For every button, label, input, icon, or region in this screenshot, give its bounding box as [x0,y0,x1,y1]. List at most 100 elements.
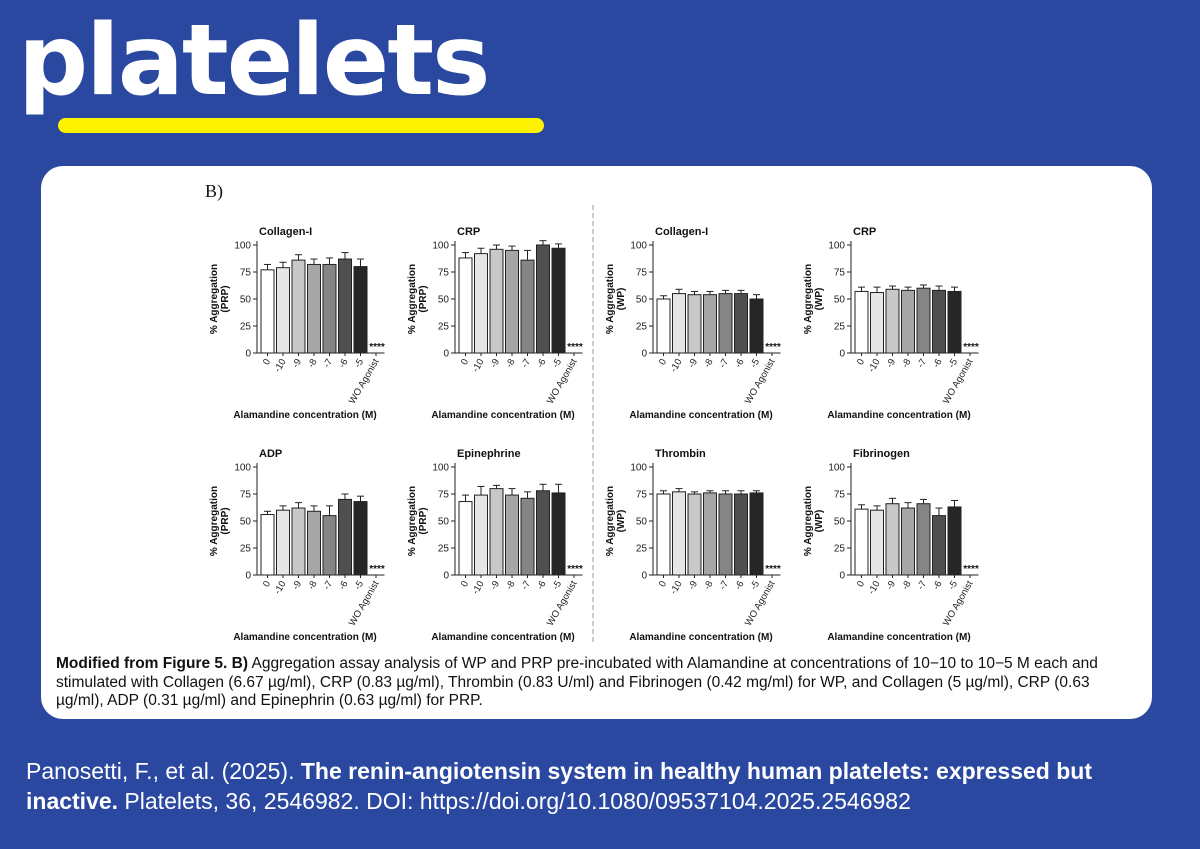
bar [489,248,504,354]
y-tick-label: 100 [432,241,449,252]
bar [276,267,290,354]
y-tick-label: 25 [834,322,846,333]
y-tick-label: 0 [443,571,449,582]
x-tick-label: -6 [535,579,549,592]
bar [458,257,473,354]
chart-title: Epinephrine [457,448,521,460]
chart-panel: Epinephrine 0 25 50 75 100 % Aggregation(PRP) 0… [407,448,583,643]
y-axis-label: % Aggregation(WP) [605,264,627,334]
caption-text: Aggregation assay analysis of WP and PRP… [56,655,1098,709]
y-tick-label: 25 [438,322,450,333]
y-axis-label: % Aggregation(PRP) [407,264,429,334]
x-tick-label: -9 [488,579,502,592]
x-tick-label: 0 [261,579,273,589]
x-tick-label: -9 [686,579,700,592]
x-axis-label: Alamandine concentration (M) [827,410,970,421]
x-tick-label: -10 [668,579,684,596]
bar [474,253,488,354]
bar [932,289,946,354]
x-tick-label: -6 [337,579,351,592]
x-tick-label: -5 [748,579,762,592]
chart-title: Thrombin [655,448,706,460]
bar [353,266,368,354]
chart-title: Fibrinogen [853,448,910,460]
y-tick-label: 25 [636,322,648,333]
x-tick-label: -6 [733,357,747,370]
x-axis-label: Alamandine concentration (M) [827,632,970,643]
x-tick-label: -6 [733,579,747,592]
y-tick-label: 0 [839,349,845,360]
significance-annotation: **** [369,342,385,353]
y-tick-label: 0 [443,349,449,360]
significance-annotation: **** [765,342,781,353]
y-axis-label: % Aggregation(PRP) [209,264,231,334]
x-tick-label: -8 [504,579,518,592]
x-tick-label: -5 [946,579,960,592]
x-axis-label: Alamandine concentration (M) [629,410,772,421]
bar [687,294,702,354]
bar [656,493,671,576]
bar [353,501,368,576]
y-tick-label: 100 [234,241,251,252]
significance-annotation: **** [567,342,583,353]
x-tick-label: -10 [470,357,486,374]
y-tick-label: 0 [245,349,251,360]
x-tick-label: -5 [352,357,366,370]
bar [291,259,306,354]
x-tick-label: 0 [657,357,669,367]
x-tick-label: -9 [884,357,898,370]
y-tick-label: 25 [438,544,450,555]
y-tick-label: 50 [240,517,252,528]
x-tick-label: -5 [748,357,762,370]
y-tick-label: 25 [834,544,846,555]
bar [656,298,671,354]
bar [687,493,702,576]
y-tick-label: 75 [636,490,648,501]
bar [734,293,748,354]
x-tick-label: -8 [306,357,320,370]
significance-annotation: **** [567,564,583,575]
x-tick-label: -8 [306,579,320,592]
y-tick-label: 75 [240,268,252,279]
bar [551,492,566,576]
y-tick-label: 75 [636,268,648,279]
bar [703,492,717,576]
y-tick-label: 0 [245,571,251,582]
bar [718,493,733,576]
y-tick-label: 50 [438,517,450,528]
y-tick-label: 75 [834,268,846,279]
bar [885,503,900,576]
y-axis-label: % Aggregation(WP) [605,486,627,556]
x-tick-label: -7 [915,357,929,370]
x-tick-label: -10 [668,357,684,374]
y-tick-label: 100 [828,241,845,252]
x-tick-label: -7 [321,357,335,370]
x-tick-label: -8 [504,357,518,370]
x-tick-label: -7 [717,357,731,370]
bar [885,288,900,354]
x-tick-label: -10 [470,579,486,596]
citation: Panosetti, F., et al. (2025). The renin-… [26,756,1186,816]
y-tick-label: 100 [234,463,251,474]
y-tick-label: 25 [636,544,648,555]
bar [672,491,686,576]
y-tick-label: 50 [636,517,648,528]
significance-annotation: **** [369,564,385,575]
x-tick-label: -9 [884,579,898,592]
platelets-logo: platelets [18,4,490,118]
bar [536,490,550,576]
y-tick-label: 100 [630,241,647,252]
y-axis-label: % Aggregation(WP) [803,486,825,556]
y-tick-label: 25 [240,322,252,333]
x-tick-label: -10 [272,357,288,374]
citation-journal: Platelets, 36, 2546982. DOI: https://doi… [118,788,911,814]
y-tick-label: 0 [641,571,647,582]
x-tick-label: 0 [855,357,867,367]
significance-annotation: **** [963,564,979,575]
bar [901,507,915,576]
